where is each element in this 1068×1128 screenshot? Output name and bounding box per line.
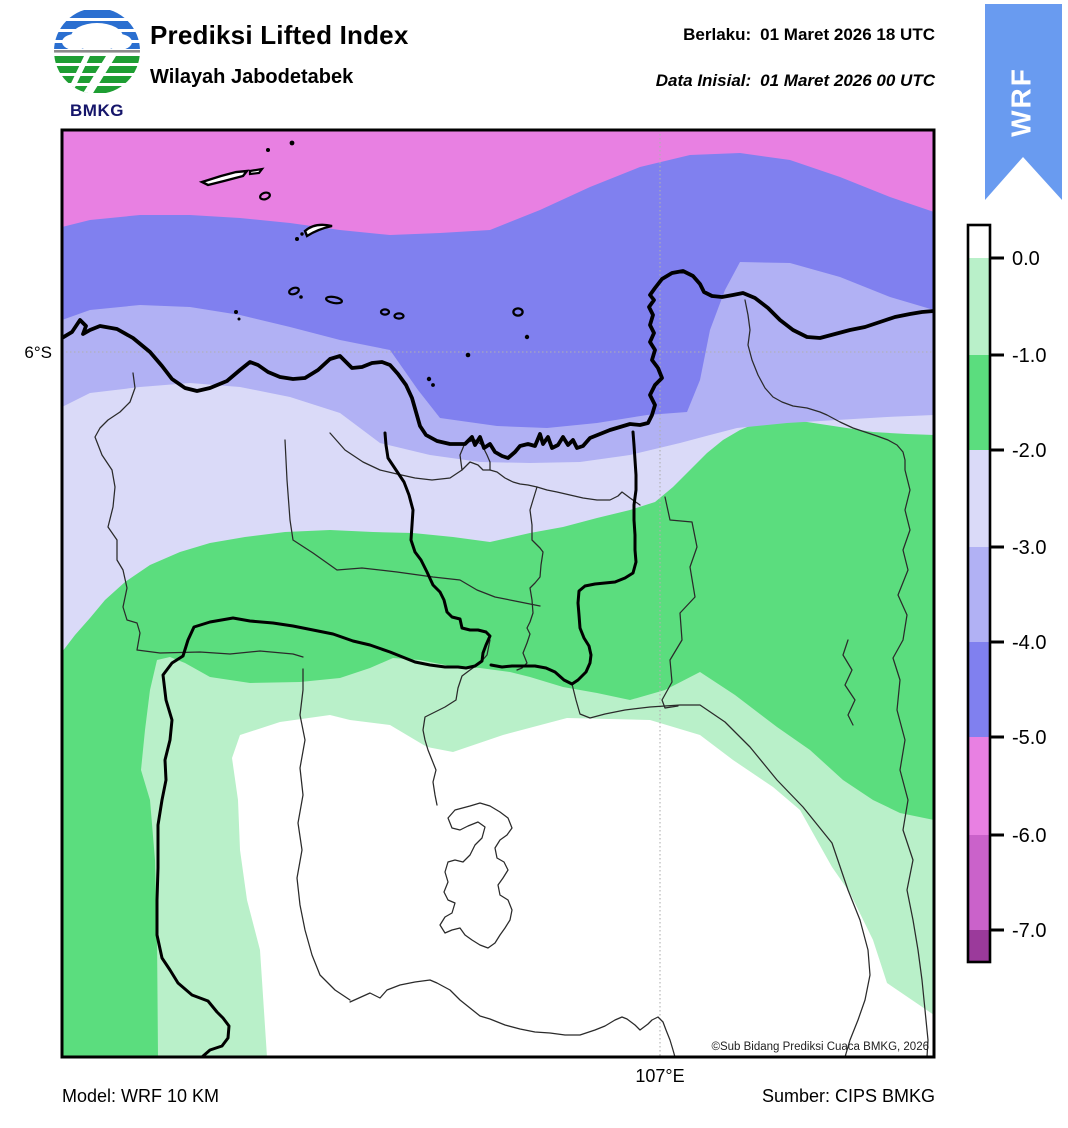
valid-time-line: Berlaku: 01 Maret 2026 18 UTC <box>656 26 935 43</box>
li-band-m5-to-m6 <box>62 130 934 235</box>
lake-outline <box>439 802 513 949</box>
colorbar-label-0: 0.0 <box>1012 248 1040 270</box>
colorbar-segment-4 <box>968 547 990 642</box>
colorbar-label-4: -4.0 <box>1012 632 1046 654</box>
model-info: Model: WRF 10 KM <box>62 1086 220 1106</box>
map-frame <box>60 128 936 1059</box>
page-title: Prediksi Lifted Index <box>150 20 409 50</box>
forecast-dates: Berlaku: 01 Maret 2026 18 UTC Data Inisia… <box>656 26 935 89</box>
coastline <box>62 269 934 460</box>
admin-boundaries-thin <box>94 299 929 1057</box>
colorbar-ticks <box>991 256 1004 932</box>
colorbar-tick-labels: 0.0 -1.0 -2.0 -3.0 -4.0 -5.0 -6.0 -7.0 <box>1012 248 1046 942</box>
valid-time-label: Berlaku: <box>683 25 752 44</box>
colorbar-label-6: -6.0 <box>1012 825 1046 847</box>
bmkg-logo: BMKG <box>50 6 144 121</box>
source-info: Sumber: CIPS BMKG <box>761 1086 935 1106</box>
initial-time-value: 01 Maret 2026 00 UTC <box>760 71 935 90</box>
colorbar-border <box>966 223 992 964</box>
islands <box>198 140 530 387</box>
bmkg-logo-icon <box>54 8 140 94</box>
colorbar-segment-2 <box>968 355 990 450</box>
admin-boundaries-thick <box>155 430 638 1057</box>
page-subtitle: Wilayah Jabodetabek <box>150 66 354 88</box>
colorbar-label-7: -7.0 <box>1012 920 1046 942</box>
colorbar-segment-0 <box>968 225 990 258</box>
bmkg-logo-text: BMKG <box>70 101 124 120</box>
colorbar-label-5: -5.0 <box>1012 727 1046 749</box>
lat-axis-label: 6°S <box>24 343 52 362</box>
wrf-ribbon-shape <box>985 4 1062 200</box>
initial-time-label: Data Inisial: <box>655 71 752 90</box>
map-copyright: ©Sub Bidang Prediksi Cuaca BMKG, 2026 <box>711 1041 929 1053</box>
valid-time-value: 01 Maret 2026 18 UTC <box>760 25 935 44</box>
colorbar-label-1: -1.0 <box>1012 345 1046 367</box>
wrf-ribbon-label: WRF <box>1005 67 1036 137</box>
colorbar-segment-1 <box>968 258 990 355</box>
colorbar-label-3: -3.0 <box>1012 537 1046 559</box>
colorbar: 0.0 -1.0 -2.0 -3.0 -4.0 -5.0 -6.0 -7.0 <box>966 223 1046 964</box>
colorbar-segment-6 <box>968 737 990 835</box>
colorbar-segment-7 <box>968 835 990 930</box>
initial-time-line: Data Inisial: 01 Maret 2026 00 UTC <box>656 72 935 89</box>
lon-axis-label: 107°E <box>635 1066 684 1086</box>
map-canvas: ©Sub Bidang Prediksi Cuaca BMKG, 2026 <box>62 130 934 1057</box>
colorbar-label-2: -2.0 <box>1012 440 1046 462</box>
colorbar-segment-3 <box>968 450 990 547</box>
wrf-ribbon: WRF <box>985 4 1062 200</box>
colorbar-segment-8 <box>968 930 990 962</box>
colorbar-segment-5 <box>968 642 990 737</box>
